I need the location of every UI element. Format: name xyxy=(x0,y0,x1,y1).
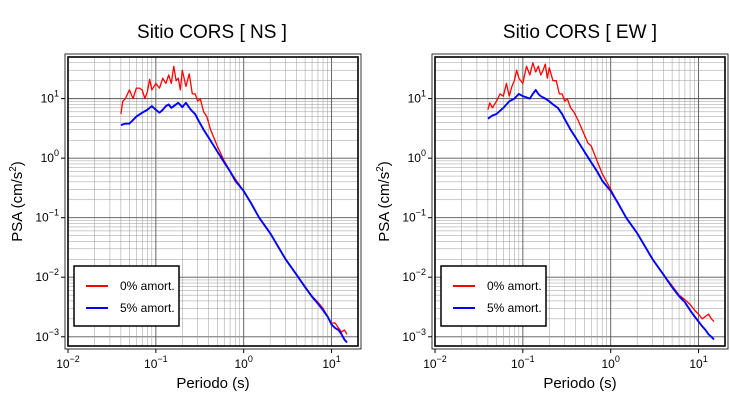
y-tick-label: 100 xyxy=(41,148,59,165)
series-line-blue xyxy=(120,101,348,344)
grid-lines xyxy=(435,57,725,346)
x-tick-label: 10−2 xyxy=(423,354,447,371)
legend-label: 0% amort. xyxy=(120,279,175,293)
x-tick-label: 100 xyxy=(602,354,620,371)
x-tick-label: 101 xyxy=(689,354,707,371)
legend-label: 5% amort. xyxy=(487,301,542,315)
y-tick-label: 100 xyxy=(408,148,426,165)
plot-frame-outer xyxy=(64,53,362,350)
legend-box xyxy=(73,265,180,327)
x-tick-label: 100 xyxy=(235,354,253,371)
y-tick-label: 10−1 xyxy=(35,208,59,225)
chart-title: Sitio CORS [ NS ] xyxy=(137,22,287,43)
legend-label: 5% amort. xyxy=(120,301,175,315)
y-tick-label: 10−1 xyxy=(402,208,426,225)
y-tick-label: 10−2 xyxy=(35,267,59,284)
chart-panel-2: 10−2 10−1 100 101 10−3 10−2 10−1 100 101 Sitio CO… xyxy=(375,22,729,392)
plot-frame xyxy=(67,56,359,347)
chart-panel-1: 10−2 10−1 100 101 10−3 10−2 10−1 100 101 Sitio CO… xyxy=(8,22,362,392)
x-axis-label: Periodo (s) xyxy=(176,375,249,392)
y-tick-label: 10−3 xyxy=(402,327,426,344)
plot-frame xyxy=(434,56,726,347)
legend-label: 0% amort. xyxy=(487,279,542,293)
plot-frame-outer xyxy=(431,53,729,350)
y-tick-label: 10−2 xyxy=(402,267,426,284)
x-tick-label: 10−2 xyxy=(56,354,80,371)
y-tick-label: 101 xyxy=(41,89,59,106)
legend-box xyxy=(440,265,547,327)
y-axis-label: PSA (cm/s2) xyxy=(375,161,393,242)
series-line-blue xyxy=(487,88,715,341)
x-tick-label: 10−1 xyxy=(144,354,168,371)
chart-title: Sitio CORS [ EW ] xyxy=(503,22,657,43)
y-tick-label: 10−3 xyxy=(35,327,59,344)
x-tick-label: 10−1 xyxy=(511,354,535,371)
y-tick-label: 101 xyxy=(408,89,426,106)
x-axis-label: Periodo (s) xyxy=(543,375,616,392)
x-tick-label: 101 xyxy=(322,354,340,371)
legend: 0% amort. 5% amort. xyxy=(440,265,547,327)
legend: 0% amort. 5% amort. xyxy=(73,265,180,327)
y-axis-label: PSA (cm/s2) xyxy=(8,161,26,242)
